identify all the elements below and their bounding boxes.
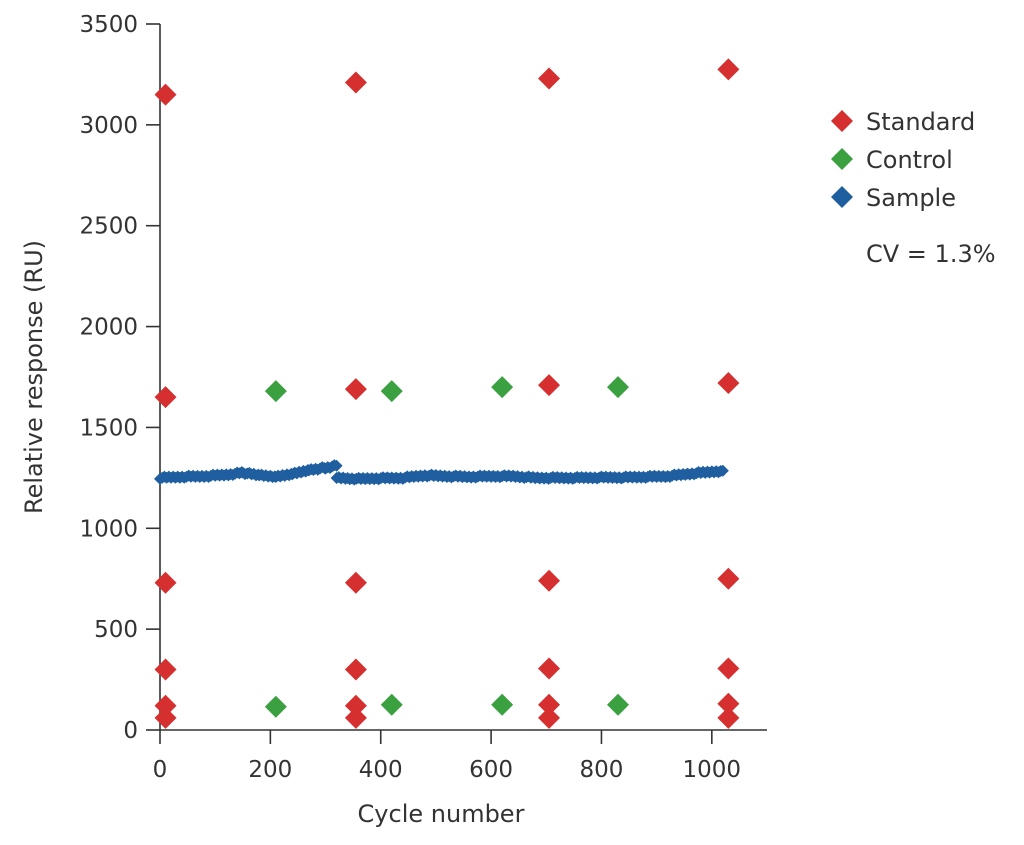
standard-point [344,71,367,94]
standard-point [538,67,561,90]
cv-annotation: CV = 1.3% [866,240,996,268]
series-control [264,376,630,718]
standard-point [154,658,177,681]
legend-item-standard: Standard [831,108,975,136]
standard-point [717,692,740,715]
control-point [380,380,403,403]
control-point [607,376,630,399]
y-tick-label: 500 [94,617,138,643]
legend-marker-standard [831,110,853,132]
control-point [380,693,403,716]
standard-point [717,657,740,680]
control-point [264,695,287,718]
series-standard [154,58,740,729]
axes: 0 500 1000 1500 2000 2500 3000 3500 0 200 400 600 80… [79,12,767,783]
series-sample [154,459,729,486]
x-tick-label: 1000 [683,757,742,783]
y-tick-label: 2500 [79,214,138,240]
standard-point [154,386,177,409]
standard-point [344,706,367,729]
y-tick-label: 3500 [79,12,138,38]
standard-point [154,694,177,717]
legend-label: Sample [866,184,956,212]
standard-point [154,706,177,729]
sample-point [716,464,729,477]
x-tick-label: 200 [248,757,292,783]
x-tick-label: 400 [359,757,403,783]
standard-point [344,658,367,681]
standard-point [717,372,740,395]
standard-point [538,706,561,729]
control-point [491,693,514,716]
y-tick-label: 0 [123,718,138,744]
standard-point [344,571,367,594]
legend-label: Standard [866,108,975,136]
control-point [264,380,287,403]
y-axis-title: Relative response (RU) [20,240,48,514]
legend-item-sample: Sample [831,184,956,212]
x-tick-label: 600 [469,757,513,783]
y-tick-label: 2000 [79,315,138,341]
standard-point [717,706,740,729]
x-tick-label: 0 [153,757,168,783]
control-point [607,693,630,716]
legend-marker-sample [831,186,853,208]
x-axis-title: Cycle number [358,800,525,828]
legend-item-control: Control [831,146,953,174]
standard-point [717,58,740,81]
standard-point [154,571,177,594]
control-point [491,376,514,399]
standard-point [538,374,561,397]
standard-point [344,694,367,717]
plot-area [154,58,740,729]
legend: Standard Control Sample [831,108,975,212]
standard-point [538,657,561,680]
standard-point [538,569,561,592]
y-tick-label: 1500 [79,415,138,441]
y-tick-label: 3000 [79,113,138,139]
standard-point [344,378,367,401]
legend-label: Control [866,146,953,174]
sample-point [330,459,343,472]
standard-point [717,567,740,590]
x-tick-label: 800 [580,757,624,783]
y-tick-label: 1000 [79,516,138,542]
standard-point [538,693,561,716]
legend-marker-control [831,148,853,170]
standard-point [154,83,177,106]
